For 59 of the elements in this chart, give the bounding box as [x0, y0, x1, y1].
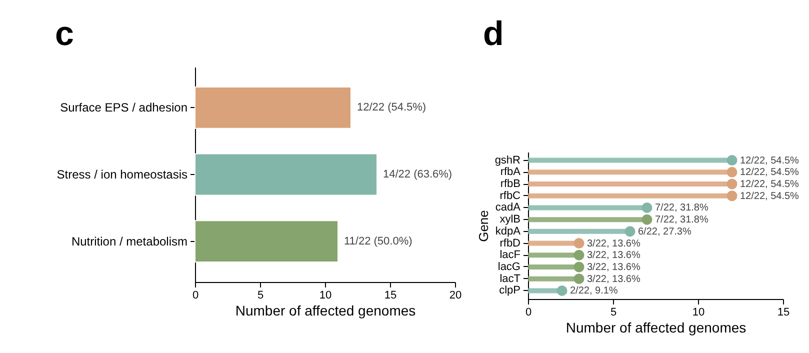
point	[642, 202, 652, 213]
y-tick-label: clpP	[499, 284, 520, 297]
point	[726, 155, 738, 166]
point	[726, 166, 738, 178]
x-axis-title: Number of affected genomes	[566, 320, 746, 336]
x-axis-title: Number of affected genomes	[235, 302, 416, 318]
point	[574, 250, 584, 260]
data-label: 3/22, 13.6%	[587, 238, 640, 250]
point	[726, 178, 738, 190]
x-tick-label: 5	[610, 306, 617, 318]
y-tick-label: Surface EPS / adhesion	[60, 100, 188, 115]
x-tick-label: 15	[384, 290, 397, 302]
chart-title: c	[55, 15, 74, 53]
data-label: 7/22, 31.8%	[655, 202, 708, 214]
y-tick-label: gshR	[494, 154, 521, 166]
y-tick-label: cadA	[495, 202, 522, 214]
point	[726, 190, 738, 202]
data-label: 3/22, 13.6%	[587, 274, 640, 285]
y-tick-label: rfbA	[500, 166, 522, 178]
y-tick-label: Nutrition / metabolism	[71, 234, 188, 248]
point	[556, 285, 568, 296]
point	[642, 214, 652, 225]
x-tick-label: 0	[192, 290, 199, 302]
data-label: 2/22, 9.1%	[570, 286, 618, 297]
data-label: 12/22, 54.5%	[740, 167, 800, 178]
data-label: 6/22, 27.3%	[638, 226, 692, 238]
chart-title: d	[483, 15, 504, 53]
x-tick-label: 0	[525, 306, 532, 318]
x-tick-label: 5	[257, 290, 264, 302]
data-label: 3/22, 13.6%	[587, 262, 640, 273]
y-axis-title: Gene	[476, 210, 491, 242]
data-label: 12/22, 54.5%	[740, 190, 800, 202]
data-label: 7/22, 31.8%	[655, 214, 708, 226]
point	[574, 262, 584, 272]
data-label: 3/22, 13.6%	[587, 250, 640, 262]
x-tick-label: 10	[319, 290, 332, 302]
data-label: 11/22 (50.0%)	[344, 235, 412, 248]
x-tick-label: 15	[777, 306, 790, 318]
y-tick-label: rfbD	[500, 237, 521, 250]
y-tick-label: lacG	[498, 260, 520, 273]
point	[574, 274, 584, 284]
bar	[194, 153, 378, 196]
point	[624, 226, 636, 237]
bar	[194, 220, 338, 262]
y-tick-label: rfbC	[500, 190, 521, 202]
y-tick-label: lacT	[500, 272, 521, 285]
y-tick-label: rfbB	[500, 178, 520, 190]
y-tick-label: lacF	[500, 249, 521, 262]
y-tick-label: kdpA	[495, 225, 522, 238]
point	[574, 238, 584, 249]
x-tick-label: 10	[692, 306, 705, 318]
data-label: 12/22, 54.5%	[740, 155, 800, 166]
data-label: 14/22 (63.6%)	[383, 168, 452, 180]
y-tick-label: xylB	[500, 214, 520, 226]
data-label: 12/22, 54.5%	[740, 179, 800, 190]
bar	[194, 86, 352, 129]
x-tick-label: 20	[449, 290, 462, 302]
data-label: 12/22 (54.5%)	[357, 102, 426, 114]
y-tick-label: Stress / ion homeostasis	[56, 168, 188, 182]
